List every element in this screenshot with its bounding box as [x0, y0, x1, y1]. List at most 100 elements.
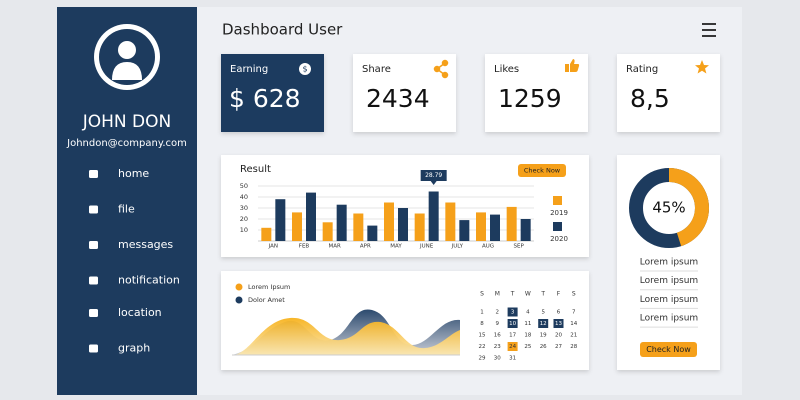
check-now-button[interactable]: [518, 164, 566, 177]
calendar-day: 7: [572, 310, 576, 316]
calendar-day: 10: [509, 321, 516, 327]
card-label: Share: [362, 64, 391, 75]
menu-item[interactable]: graph: [89, 342, 150, 355]
legend-swatch: [553, 222, 562, 231]
user-email: Johndon@company.com: [66, 138, 187, 149]
bar: [445, 202, 456, 241]
y-tick-label: 50: [240, 182, 248, 190]
card-value: $ 628: [229, 84, 301, 113]
y-tick-label: 40: [240, 193, 248, 201]
menu-item[interactable]: notification: [89, 274, 180, 287]
donut-label: 45%: [652, 199, 685, 217]
calendar-day: 17: [509, 333, 516, 339]
calendar-day: 5: [541, 310, 545, 316]
check-now-button[interactable]: [640, 342, 697, 357]
button-label: Check Now: [524, 167, 561, 175]
calendar-day: 19: [540, 333, 547, 339]
list-item: Lorem ipsum: [640, 276, 698, 286]
x-tick-label: AUG: [482, 244, 494, 250]
bar: [261, 227, 272, 241]
y-tick-label: 30: [240, 204, 248, 212]
weekday: T: [510, 291, 515, 298]
menu-icon: [89, 205, 98, 214]
share-icon: [433, 59, 449, 79]
menu-icon: [89, 241, 98, 249]
day-highlight: [507, 307, 518, 317]
x-tick-label: SEP: [514, 244, 525, 250]
calendar-day: 25: [524, 344, 531, 350]
legend-dot: [235, 283, 243, 291]
calendar-day: 22: [479, 344, 486, 350]
legend-label: Dolor Amet: [248, 296, 285, 304]
calendar-day: 24: [509, 344, 516, 350]
weekday: S: [480, 291, 484, 298]
hamburger-menu[interactable]: [702, 23, 716, 37]
card-label: Rating: [626, 64, 658, 75]
menu-label: messages: [118, 238, 173, 251]
bar: [367, 225, 378, 241]
menu-item[interactable]: messages: [89, 238, 173, 251]
weekday: M: [495, 291, 500, 298]
menu-label: notification: [118, 274, 180, 287]
calendar-day: 31: [509, 356, 516, 362]
card-value: 1259: [498, 84, 562, 113]
menu-item[interactable]: file: [89, 203, 135, 216]
legend-label: Lorem Ipsum: [248, 283, 290, 291]
calendar-day: 27: [555, 344, 562, 350]
day-highlight: [538, 319, 549, 328]
menu-icon: [89, 344, 98, 353]
bar: [322, 222, 333, 241]
card-value: 2434: [366, 84, 430, 113]
dollar-glyph: $: [302, 65, 307, 74]
weekday: F: [557, 291, 561, 298]
calendar-day: 23: [494, 344, 501, 350]
calendar-day: 11: [524, 321, 531, 327]
avatar-body: [112, 62, 142, 80]
bar: [384, 202, 394, 241]
bar: [506, 206, 517, 241]
bar: [275, 199, 286, 241]
menu-label: graph: [118, 342, 150, 355]
y-tick-label: 10: [240, 226, 248, 234]
list-item: Lorem ipsum: [640, 258, 698, 268]
card-label: Earning: [230, 64, 268, 75]
calendar-day: 13: [555, 321, 562, 327]
like-icon: [565, 59, 580, 72]
x-tick-label: MAR: [328, 244, 341, 250]
star-icon: [695, 60, 709, 74]
calendar-day: 12: [540, 321, 547, 327]
menu-label: location: [118, 306, 162, 319]
bar: [336, 204, 347, 241]
day-highlight: [507, 342, 518, 351]
calendar-day: 20: [555, 333, 562, 339]
calendar-day: 3: [511, 310, 515, 316]
calendar-day: 14: [570, 321, 577, 327]
bar: [490, 214, 500, 241]
page-title: Dashboard User: [222, 21, 343, 39]
bar: [353, 213, 364, 241]
avatar-head: [118, 41, 136, 59]
menu-item[interactable]: location: [89, 306, 162, 319]
button-label: Check Now: [646, 345, 691, 354]
calendar-day: 30: [494, 356, 501, 362]
bar: [428, 191, 439, 241]
calendar-day: 9: [496, 321, 500, 327]
menu-icon: [89, 170, 98, 178]
x-tick-label: MAY: [390, 244, 402, 250]
menu-icon: [89, 276, 98, 285]
bar: [306, 192, 316, 241]
user-name: JOHN DON: [82, 112, 172, 132]
x-tick-label: FEB: [299, 244, 310, 250]
menu-item[interactable]: home: [89, 167, 149, 180]
legend-label: 2020: [550, 235, 568, 243]
bar: [398, 208, 408, 241]
day-highlight: [553, 319, 564, 328]
calendar-day: 26: [540, 344, 547, 350]
menu-label: home: [118, 167, 149, 180]
y-tick-label: 20: [240, 215, 248, 223]
x-tick-label: JAN: [268, 244, 278, 250]
tooltip-text: 28.79: [425, 172, 442, 179]
card-value: 8,5: [630, 84, 670, 113]
